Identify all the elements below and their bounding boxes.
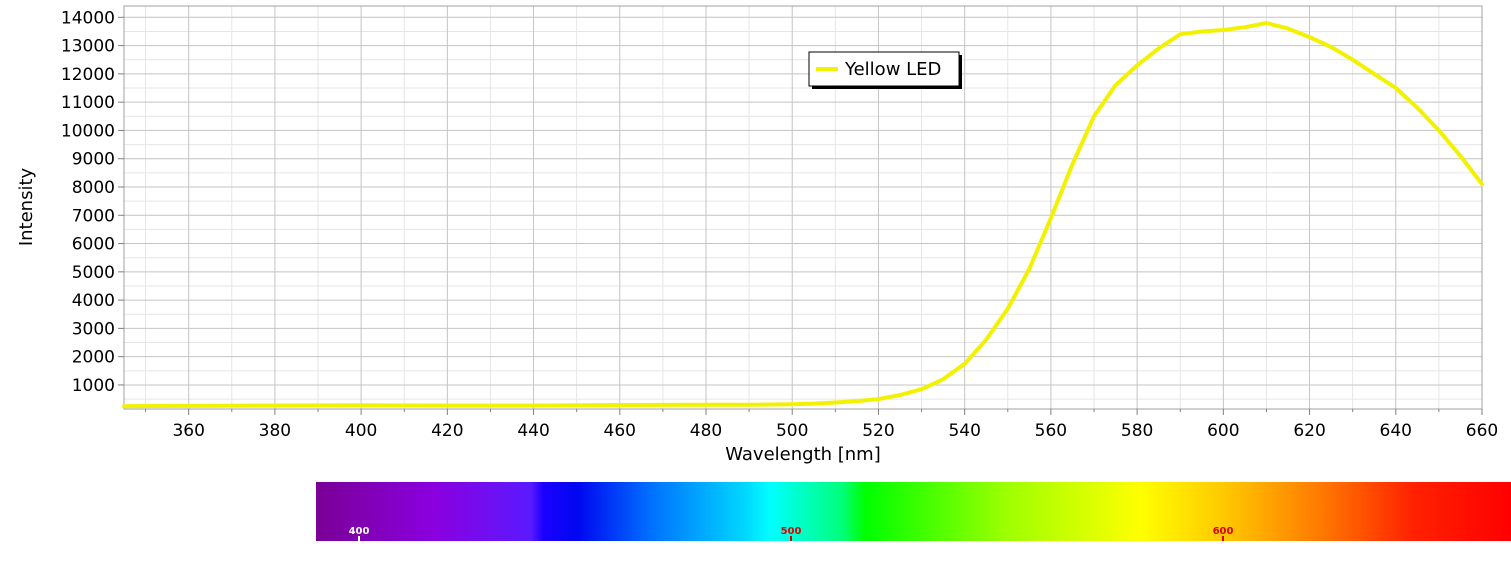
y-tick-label: 1000 (72, 376, 115, 396)
x-tick-label: 480 (690, 421, 722, 441)
x-tick-label: 440 (517, 421, 549, 441)
x-tick-label: 500 (776, 421, 808, 441)
spectrum-tick-label: 600 (1213, 526, 1234, 537)
x-tick-label: 400 (345, 421, 377, 441)
series-line-yellow-led (122, 21, 1484, 409)
spectrum-tick-label: 400 (349, 526, 370, 537)
y-tick-label: 14000 (61, 8, 115, 28)
x-axis: 360 380 400 420 440 460 480 500 520 540 560 580 600 6… (145, 409, 1498, 441)
y-tick-label: 7000 (72, 206, 115, 226)
grid (124, 6, 1483, 409)
x-tick-label: 540 (948, 421, 980, 441)
series-layer (122, 21, 1484, 409)
x-axis-title: Wavelength [nm] (725, 444, 881, 465)
y-tick-label: 5000 (72, 263, 115, 283)
plot-frame (123, 5, 1483, 410)
x-tick-label: 580 (1121, 421, 1153, 441)
y-tick-label: 8000 (72, 178, 115, 198)
x-tick-label: 600 (1207, 421, 1239, 441)
x-tick-label: 360 (172, 421, 204, 441)
y-tick-label: 6000 (72, 235, 115, 255)
y-axis-title: Intensity (16, 167, 37, 246)
x-tick-label: 640 (1380, 421, 1412, 441)
legend: Yellow LED (808, 51, 962, 89)
y-tick-label: 13000 (61, 37, 115, 57)
x-tick-label: 620 (1293, 421, 1325, 441)
x-tick-label: 660 (1466, 421, 1498, 441)
y-tick-label: 3000 (72, 319, 115, 339)
x-tick-label: 460 (604, 421, 636, 441)
legend-label: Yellow LED (844, 59, 941, 80)
y-tick-label: 9000 (72, 150, 115, 170)
spectrum-gradient-strip (316, 482, 1511, 541)
x-tick-label: 420 (431, 421, 463, 441)
y-tick-label: 12000 (61, 65, 115, 85)
spectrum-tick-label: 500 (781, 526, 802, 537)
y-tick-label: 10000 (61, 121, 115, 141)
spectrum-labels: 400 500 600 (349, 526, 1234, 541)
x-tick-label: 380 (259, 421, 291, 441)
x-tick-label: 560 (1035, 421, 1067, 441)
y-axis: 1000 2000 3000 4000 5000 6000 7000 8000 9000 1000… (61, 8, 124, 396)
y-tick-label: 4000 (72, 291, 115, 311)
spectrum-bar: 400 500 600 (316, 482, 1511, 541)
y-tick-label: 11000 (61, 93, 115, 113)
y-tick-label: 2000 (72, 348, 115, 368)
x-tick-label: 520 (862, 421, 894, 441)
